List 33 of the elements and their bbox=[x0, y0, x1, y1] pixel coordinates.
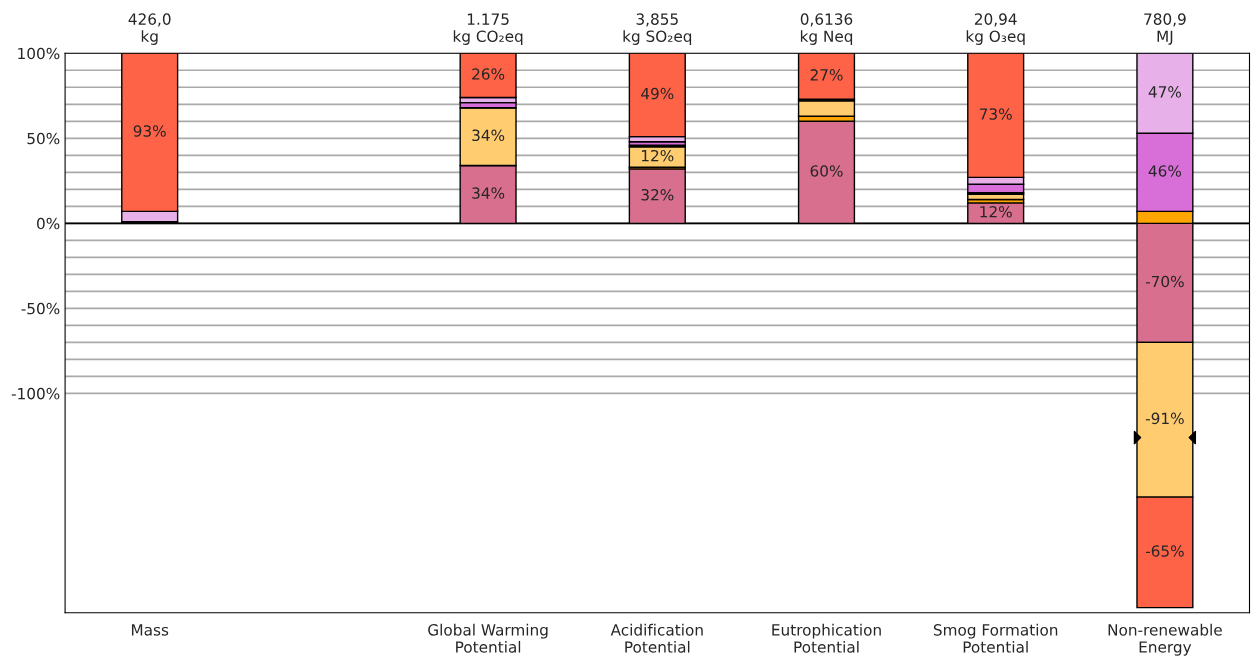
x-tick-label: Mass bbox=[131, 624, 169, 636]
data-label: -65% bbox=[1145, 545, 1184, 557]
data-label: -70% bbox=[1145, 275, 1184, 288]
data-label: 32% bbox=[641, 188, 674, 201]
x-tick-label: Non-renewable Energy bbox=[1108, 623, 1222, 656]
y-tick-label: 50% bbox=[27, 132, 60, 145]
x-tick-label: Global Warming Potential bbox=[428, 623, 548, 653]
data-label: 27% bbox=[810, 69, 843, 81]
data-label: 12% bbox=[980, 206, 1012, 218]
y-tick-label: 0% bbox=[37, 217, 60, 230]
data-label: 26% bbox=[472, 68, 505, 80]
data-label: 12% bbox=[642, 149, 674, 162]
text: 780,9 MJ bbox=[1144, 13, 1186, 45]
text: 426,0 kg bbox=[128, 13, 171, 45]
x-tick-label: Eutrophication Potential bbox=[772, 623, 881, 653]
text: 20,94 kg O₃eq bbox=[966, 13, 1025, 45]
y-tick-label: -100% bbox=[11, 387, 60, 400]
x-tick-label: Smog Formation Potential bbox=[933, 623, 1058, 653]
data-label: 93% bbox=[133, 125, 166, 137]
data-label: 34% bbox=[472, 129, 505, 142]
data-label: 34% bbox=[472, 187, 505, 199]
y-tick-label: 100% bbox=[18, 47, 60, 60]
data-label: -91% bbox=[1145, 412, 1184, 425]
y-tick-label: -50% bbox=[21, 302, 60, 315]
text: 3,855 kg SO₂eq bbox=[623, 13, 692, 45]
data-label: 60% bbox=[810, 165, 843, 177]
data-label: 46% bbox=[1148, 165, 1182, 177]
data-label: 49% bbox=[641, 87, 674, 100]
text: 0,6136 kg Neq bbox=[800, 13, 853, 45]
data-label: 73% bbox=[979, 108, 1012, 120]
data-label: 47% bbox=[1148, 86, 1182, 98]
x-tick-label: Acidification Potential bbox=[610, 623, 703, 653]
text: 1.175 kg CO₂eq bbox=[453, 13, 523, 45]
